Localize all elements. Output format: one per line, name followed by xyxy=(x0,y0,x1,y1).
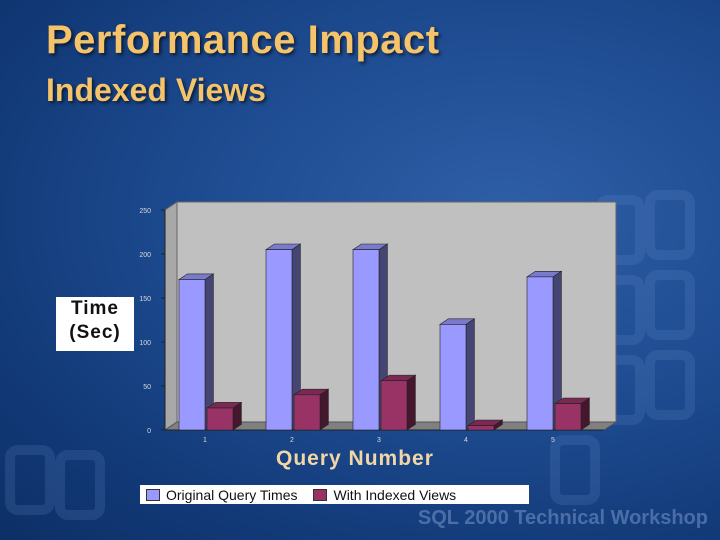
x-tick-label: 1 xyxy=(203,437,207,444)
y-tick-label: 100 xyxy=(139,340,151,347)
legend-item-indexed: With Indexed Views xyxy=(313,487,456,503)
y-tick-label: 0 xyxy=(147,428,151,435)
legend-item-original: Original Query Times xyxy=(146,487,297,503)
legend-swatch-original xyxy=(146,488,160,501)
x-axis-label: Query Number xyxy=(276,447,434,470)
y-tick-label: 150 xyxy=(139,296,151,303)
y-axis-label-line-1: Time xyxy=(70,298,119,319)
y-tick-label: 200 xyxy=(139,252,151,259)
bar xyxy=(526,276,554,431)
x-tick-label: 4 xyxy=(464,437,468,444)
slide-title: Performance Impact xyxy=(46,18,440,62)
bar xyxy=(293,394,321,431)
x-tick-label: 2 xyxy=(290,437,294,444)
x-tick-label: 5 xyxy=(551,437,555,444)
bar xyxy=(554,403,582,431)
bar xyxy=(178,279,206,431)
bar-side xyxy=(465,318,475,431)
y-axis-label: Time (Sec) xyxy=(56,297,134,351)
x-tick-label: 3 xyxy=(377,437,381,444)
plot-side-wall xyxy=(164,201,178,431)
bar-side xyxy=(406,374,416,431)
bar xyxy=(265,249,293,431)
legend-swatch-indexed xyxy=(313,488,328,501)
bar-side xyxy=(319,388,329,431)
legend-label-original: Original Query Times xyxy=(166,486,298,503)
bar xyxy=(380,380,408,431)
bar xyxy=(467,425,495,431)
y-tick-label: 50 xyxy=(143,384,151,391)
bar xyxy=(206,407,234,431)
bar xyxy=(439,324,467,431)
footer-watermark: SQL 2000 Technical Workshop xyxy=(417,507,708,529)
y-axis-label-line-2: (Sec) xyxy=(69,322,121,343)
bar xyxy=(352,249,380,431)
chart-legend: Original Query Times With Indexed Views xyxy=(140,485,529,504)
legend-label-indexed: With Indexed Views xyxy=(333,486,457,503)
slide-subtitle: Indexed Views xyxy=(46,72,266,108)
y-tick-label: 250 xyxy=(139,208,151,215)
